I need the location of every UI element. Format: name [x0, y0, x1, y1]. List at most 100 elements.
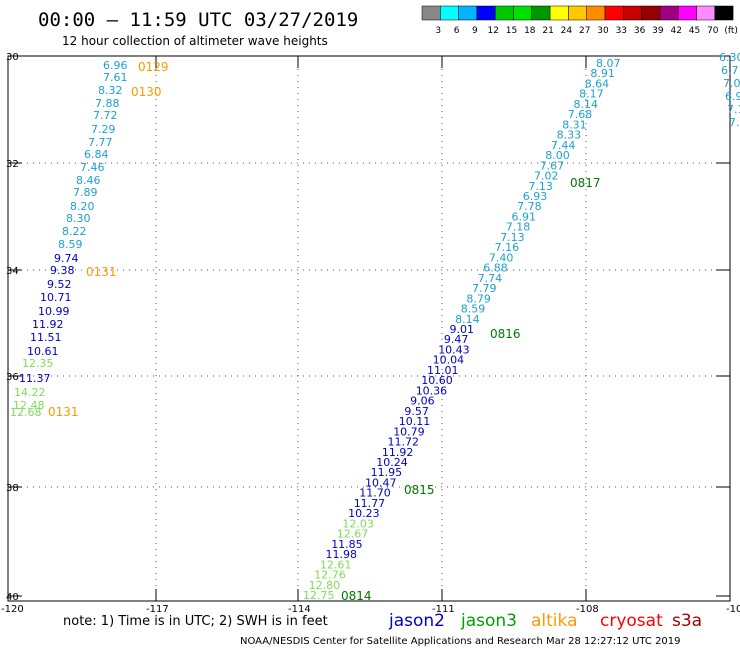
wave-height-label: 11.85 — [331, 538, 363, 551]
satellite-key: jason2 jason3 altika cryosat s3a — [388, 611, 702, 631]
wave-height-label: 7.89 — [73, 186, 98, 199]
wave-height-label: 10.23 — [348, 507, 380, 520]
legend-swatch — [494, 5, 514, 21]
wave-height-label: 11.70 — [359, 487, 391, 500]
wave-height-label: 9.52 — [47, 278, 72, 291]
wave-height-label: 7.61 — [103, 71, 128, 84]
legend-label: 15 — [506, 26, 517, 36]
pass-time-label: 0131 — [48, 405, 79, 419]
wave-height-label: 10.61 — [27, 345, 59, 358]
wave-height-label: 12.61 — [320, 558, 352, 571]
legend-label: 45 — [689, 26, 700, 36]
legend-swatch — [659, 5, 679, 21]
legend-swatch — [458, 5, 478, 21]
pass-time-label: 0815 — [404, 483, 435, 497]
wave-height-label: 12.03 — [342, 517, 374, 530]
footnote: note: 1) Time is in UTC; 2) SWH is in fe… — [63, 614, 328, 629]
pass-time-label: 0814 — [341, 589, 372, 603]
page-title: 00:00 – 11:59 UTC 03/27/2019 — [38, 9, 358, 31]
wave-height-label: 7.88 — [95, 97, 120, 110]
wave-height-label: 6.7 — [721, 64, 739, 77]
pass-time-label: 0817 — [570, 176, 601, 190]
satellite-name-jason3: jason3 — [460, 611, 517, 631]
wave-height-label: 7.79 — [472, 282, 497, 295]
wave-height-label: 10.60 — [421, 374, 453, 387]
wave-height-label: 9.74 — [54, 252, 79, 265]
wave-height-label: 11.72 — [388, 436, 420, 449]
wave-height-label: 10.36 — [416, 384, 448, 397]
legend-swatch — [513, 5, 533, 21]
credit-line: NOAA/NESDIS Center for Satellite Applica… — [240, 636, 681, 647]
wave-height-label: 11.37 — [19, 372, 51, 385]
legend-label: 24 — [561, 26, 573, 36]
lon-label: -108 — [576, 604, 599, 615]
legend-swatch — [440, 5, 459, 21]
lat-label: 36 — [6, 372, 19, 383]
wave-height-label: 10.24 — [376, 456, 408, 469]
wave-height-label: 9.06 — [410, 395, 435, 408]
legend-label: 27 — [579, 26, 590, 36]
wave-height-label: 7.0 — [723, 77, 740, 90]
wave-height-label: 7.13 — [500, 231, 525, 244]
wave-height-label: 7.13 — [528, 180, 553, 193]
wave-height-label: 10.43 — [438, 344, 470, 357]
wave-height-label: 7.74 — [478, 272, 503, 285]
wave-height-label: 8.59 — [461, 303, 486, 316]
legend-swatch — [623, 5, 642, 21]
wave-height-label: 7.29 — [91, 123, 116, 136]
lon-label: -111 — [432, 604, 455, 615]
wave-height-label: 11.95 — [371, 466, 403, 479]
wave-height-label: 11.92 — [382, 446, 414, 459]
wave-height-label: 7.46 — [80, 161, 105, 174]
wave-height-label: 10.79 — [393, 425, 425, 438]
wave-height-label: 14.22 — [14, 386, 46, 399]
satellite-tracks: 6.967.618.327.887.727.297.776.847.468.46… — [10, 51, 740, 602]
wave-height-label: 8.59 — [58, 238, 83, 251]
pass-time-label: 0816 — [490, 327, 521, 341]
wave-height-label: 8.64 — [585, 78, 610, 91]
wave-height-label: 12.67 — [337, 528, 369, 541]
legend-label: 30 — [597, 26, 609, 36]
wave-height-label: 12.48 — [13, 399, 45, 412]
wave-height-label: 12.68 — [10, 406, 42, 419]
wave-height-label: 8.46 — [76, 174, 101, 187]
wave-height-label: 7.78 — [517, 200, 542, 213]
wave-height-label: 10.99 — [38, 305, 70, 318]
wave-height-label: 7.02 — [534, 170, 559, 183]
wave-height-label: 8.00 — [545, 149, 570, 162]
wave-height-label: 8.14 — [574, 98, 599, 111]
wave-height-label: 11.77 — [354, 497, 386, 510]
lat-label: 38 — [6, 483, 19, 494]
wave-height-label: 11.98 — [326, 548, 358, 561]
wave-height-label: 7.40 — [489, 251, 514, 264]
legend-label: 70 — [707, 26, 719, 36]
satellite-name-jason2: jason2 — [388, 611, 445, 631]
wave-height-label: 9.57 — [404, 405, 429, 418]
satellite-name-altika: altika — [531, 611, 578, 631]
wave-height-label: 8.20 — [70, 200, 95, 213]
legend-label: 33 — [616, 26, 627, 36]
legend-label: (ft) — [724, 26, 738, 36]
wave-height-label: 7.16 — [495, 241, 519, 254]
pass-time-labels: 0129 0130 0131 0131 0817 0816 0815 0814 — [48, 60, 601, 603]
color-legend: 3 6 9 12 15 18 21 24 27 30 33 36 39 42 45 70 (ft) — [421, 5, 738, 36]
legend-swatch — [531, 5, 551, 21]
legend-label: 42 — [670, 26, 681, 36]
wave-height-label: 9.47 — [444, 333, 469, 346]
wave-height-label: 8.14 — [455, 313, 480, 326]
legend-label: 12 — [487, 26, 498, 36]
wave-height-label: 7.72 — [93, 109, 118, 122]
lon-label: -120 — [1, 604, 24, 615]
wave-height-label: 8.22 — [62, 225, 87, 238]
wave-height-label: 8.33 — [557, 129, 582, 142]
lon-label: -117 — [146, 604, 169, 615]
wave-height-label: 6.91 — [512, 211, 537, 224]
legend-swatch — [677, 5, 697, 21]
legend-label: 6 — [454, 26, 460, 36]
satellite-name-cryosat: cryosat — [600, 611, 663, 631]
wave-height-label: 12.35 — [22, 357, 54, 370]
wave-height-label: 12.76 — [314, 569, 346, 582]
legend-label: 21 — [542, 26, 553, 36]
legend-label: 39 — [652, 26, 664, 36]
